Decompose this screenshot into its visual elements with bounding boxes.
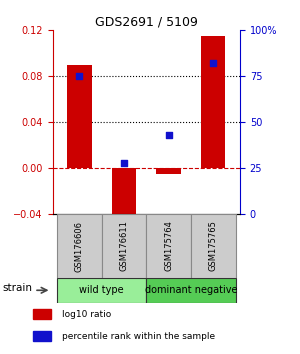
Text: strain: strain [3, 283, 33, 293]
Point [166, 132, 171, 138]
Point [211, 61, 216, 66]
Bar [33, 331, 51, 341]
Text: GSM176611: GSM176611 [119, 221, 128, 272]
Text: GSM175764: GSM175764 [164, 221, 173, 272]
Point [122, 160, 126, 165]
Bar [201, 36, 226, 168]
Text: percentile rank within the sample: percentile rank within the sample [62, 332, 215, 341]
Bar [191, 214, 236, 278]
Text: dominant negative: dominant negative [145, 285, 237, 295]
Text: GSM176606: GSM176606 [75, 221, 84, 272]
Bar [33, 309, 51, 319]
Bar [67, 64, 92, 168]
Text: GSM175765: GSM175765 [209, 221, 218, 272]
Text: log10 ratio: log10 ratio [62, 310, 111, 319]
Bar [146, 278, 236, 303]
Bar [112, 168, 136, 220]
Bar [57, 214, 102, 278]
Bar [57, 278, 146, 303]
Text: wild type: wild type [79, 285, 124, 295]
Title: GDS2691 / 5109: GDS2691 / 5109 [95, 16, 198, 29]
Point [77, 73, 82, 79]
Bar [156, 168, 181, 174]
Bar [146, 214, 191, 278]
Bar [102, 214, 146, 278]
